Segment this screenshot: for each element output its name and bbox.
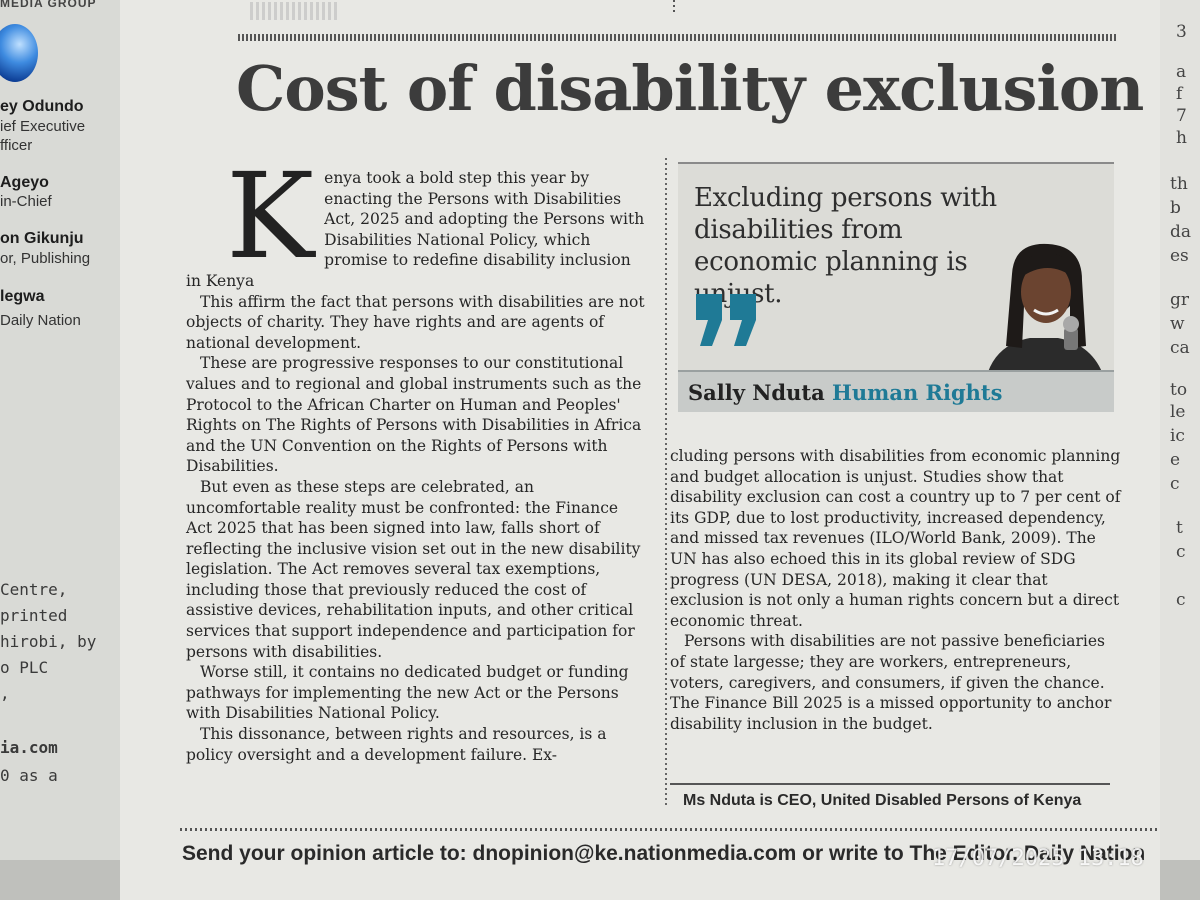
photo-timestamp: 17/07/2025 13:18 — [932, 846, 1144, 871]
fragment-letter: gr — [1170, 290, 1190, 310]
fragment-letter: ca — [1170, 338, 1190, 358]
author-portrait — [978, 236, 1108, 372]
adjacent-column-fragment: 3 a f 7 h th b da es gr w ca to le ic e … — [1160, 0, 1200, 860]
paragraph-text: enya took a bold step this year by enact… — [186, 169, 645, 290]
globe-logo-icon — [0, 24, 38, 82]
pull-quote-box: Excluding persons with disabilities from… — [678, 162, 1114, 412]
fragment-letter: ic — [1170, 426, 1185, 446]
article-paragraph: cluding persons with disabilities from e… — [670, 447, 1121, 630]
imprint-line-3: hirobi, by — [0, 632, 97, 651]
staff-name-1: ey Odundo — [0, 98, 84, 115]
staff-role-1a: ief Executive — [0, 118, 86, 135]
column-rule-top — [673, 0, 675, 14]
staff-name-4: legwa — [0, 288, 45, 305]
article-headline: Cost of disability exclusion — [236, 52, 1144, 125]
imprint-line-5: , — [0, 684, 10, 703]
article-column-2: cluding persons with disabilities from e… — [670, 446, 1122, 734]
newspaper-page — [120, 0, 1160, 900]
staff-role-3: or, Publishing — [0, 250, 91, 267]
staff-role-1b: fficer — [0, 137, 33, 154]
staff-name-3: on Gikunju — [0, 230, 84, 247]
imprint-line-1: Centre, — [0, 580, 68, 599]
fragment-letter: w — [1170, 314, 1185, 334]
fragment-letter: 7 — [1176, 106, 1187, 126]
fragment-letter: da — [1170, 222, 1192, 242]
author-name: Sally Nduta — [688, 380, 825, 405]
fragment-letter: c — [1176, 542, 1186, 562]
author-byline: Sally Nduta Human Rights — [678, 370, 1114, 412]
fragment-letter: a — [1176, 62, 1187, 82]
footer-rule — [180, 828, 1160, 831]
column-divider — [665, 158, 667, 808]
article-paragraph: But even as these steps are celebrated, … — [186, 477, 641, 661]
staff-name-2: Ageyo — [0, 174, 49, 191]
fragment-letter: to — [1170, 380, 1188, 400]
imprint-line-4: o PLC — [0, 658, 49, 677]
masthead-column: MEDIA GROUP ey Odundo ief Executive ffic… — [0, 0, 120, 860]
submission-footer: Send your opinion article to: dnopinion@… — [182, 842, 1146, 865]
imprint-web-note: 0 as a — [0, 766, 58, 785]
staff-role-4: Daily Nation — [0, 312, 81, 329]
fragment-letter: t — [1176, 518, 1183, 538]
article-paragraph: This dissonance, between rights and reso… — [186, 725, 607, 764]
fragment-letter: e — [1170, 450, 1181, 470]
fragment-letter: b — [1170, 198, 1181, 218]
imprint-line-2: printed — [0, 606, 68, 625]
fragment-letter: c — [1176, 590, 1186, 610]
fragment-letter: es — [1170, 246, 1189, 266]
headline-rule — [238, 34, 1118, 41]
staff-role-2: in-Chief — [0, 193, 52, 210]
author-note-rule — [670, 783, 1110, 785]
fragment-letter: c — [1170, 474, 1180, 494]
fragment-letter: le — [1170, 402, 1186, 422]
author-note: Ms Nduta is CEO, United Disabled Persons… — [683, 792, 1082, 809]
quotation-mark-icon — [696, 294, 756, 346]
fragment-letter: 3 — [1176, 22, 1187, 42]
article-paragraph: These are progressive responses to our c… — [186, 354, 642, 476]
fragment-letter: th — [1170, 174, 1188, 194]
fragment-letter: f — [1176, 84, 1183, 104]
article-paragraph: Persons with disabilities are not passiv… — [670, 632, 1112, 733]
article-paragraph: This affirm the fact that persons with d… — [186, 292, 645, 352]
media-group-label: MEDIA GROUP — [0, 0, 97, 10]
drop-cap: K — [226, 147, 315, 285]
faded-print-area — [250, 2, 340, 20]
author-topic: Human Rights — [832, 380, 1003, 405]
imprint-web: ia.com — [0, 738, 58, 757]
article-paragraph: Worse still, it contains no dedicated bu… — [186, 663, 629, 723]
fragment-letter: h — [1176, 128, 1187, 148]
